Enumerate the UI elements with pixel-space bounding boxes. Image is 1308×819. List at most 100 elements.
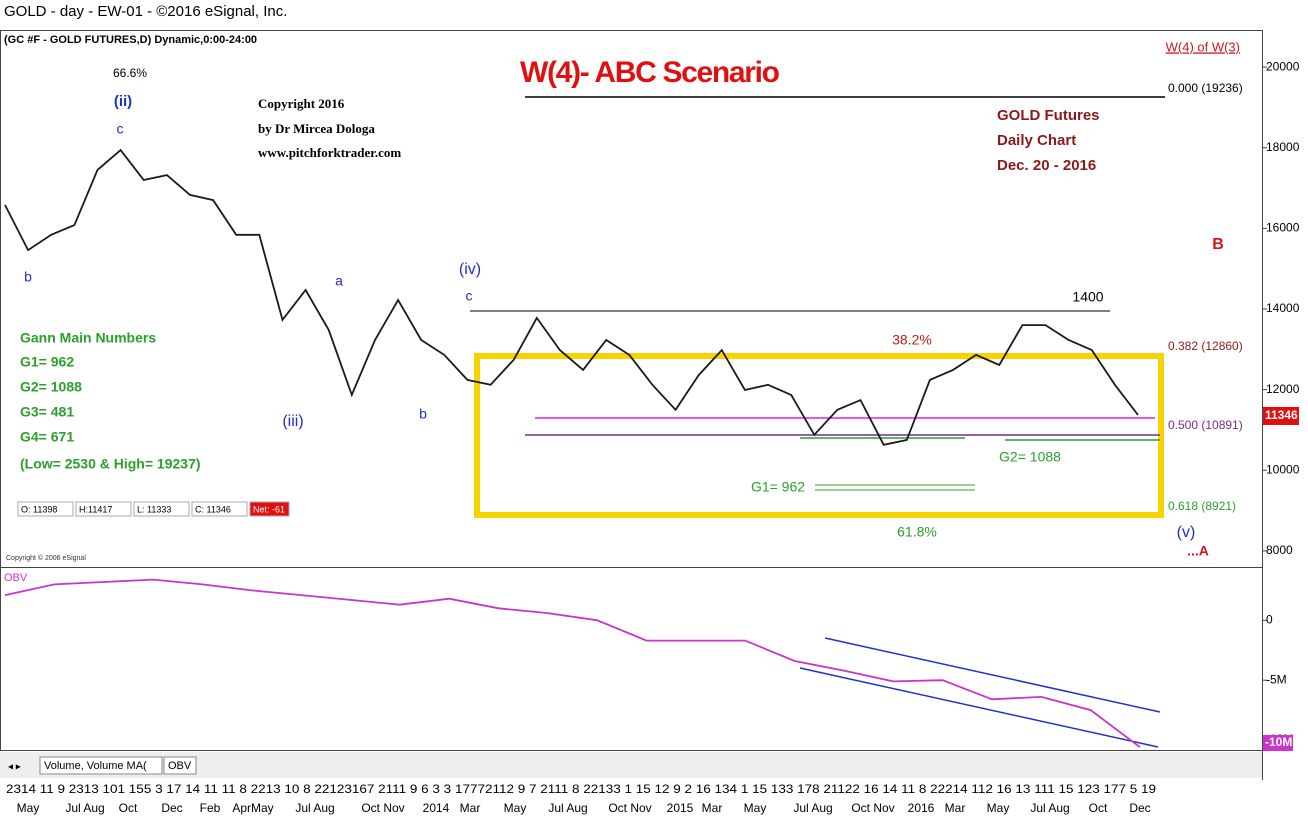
annotation: Daily Chart	[997, 132, 1076, 149]
x-tick-label: Oct Nov	[361, 801, 404, 815]
x-tick-label: Oct Nov	[608, 801, 651, 815]
y-tick-label: 20000	[1266, 59, 1300, 73]
x-tick-label: Oct	[1089, 801, 1108, 815]
x-tick-label: May	[744, 801, 767, 815]
y-tick-label: 8000	[1266, 543, 1293, 557]
panel-tab[interactable]	[39, 756, 163, 775]
x-tick-label: Jul Aug	[65, 801, 104, 815]
annotation: c	[117, 121, 124, 137]
x-tick-label: 2014	[423, 801, 450, 815]
ohlc-cell	[249, 501, 290, 517]
annotation: 66.6%	[113, 66, 147, 80]
x-tick-label: May	[17, 801, 40, 815]
annotation: Copyright © 2006 eSignal	[6, 554, 86, 562]
ohlc-value: H:11417	[79, 504, 112, 514]
panel-tab-label[interactable]: OBV	[168, 760, 192, 772]
ohlc-value: O: 11398	[21, 504, 57, 514]
ohlc-value: C: 11346	[195, 504, 231, 514]
annotation: W(4) of W(3)	[1166, 39, 1240, 54]
last-value-label: -10M	[1265, 735, 1292, 749]
x-tick-label: AprMay	[232, 801, 273, 815]
annotation: 38.2%	[892, 332, 932, 348]
annotation: G2= 1088	[999, 449, 1061, 465]
annotation: b	[24, 269, 32, 285]
annotation: Dec. 20 - 2016	[997, 157, 1096, 174]
x-tick-label: May	[504, 801, 527, 815]
annotation: (ii)	[114, 93, 132, 110]
annotation: www.pitchforktrader.com	[258, 145, 401, 160]
annotation: G1= 962	[751, 479, 805, 495]
header: GOLD - day - EW-01 - ©2016 eSignal, Inc.	[4, 3, 287, 20]
y-tick-label: 10000	[1266, 462, 1300, 476]
annotation: Gann Main Numbers	[20, 330, 156, 346]
x-tick-label: Mar	[702, 801, 723, 815]
channel-line	[799, 667, 1159, 748]
x-tick-label: Feb	[200, 801, 221, 815]
y-tick-label: 16000	[1266, 221, 1300, 235]
last-value-box	[1263, 735, 1293, 751]
chart-heading: W(4)- ABC Scenario	[520, 56, 780, 89]
annotation: (iv)	[459, 261, 481, 278]
y-tick-label: 12000	[1266, 382, 1300, 396]
chart-title: (GC #F - GOLD FUTURES,D) Dynamic,0:00-24…	[4, 34, 257, 46]
annotation: 1400	[1072, 289, 1103, 305]
annotation: G4= 671	[20, 429, 74, 445]
annotation: G3= 481	[20, 404, 74, 420]
annotation: GOLD Futures	[997, 107, 1100, 124]
annotation: Copyright 2016	[258, 96, 345, 111]
annotation: a	[335, 273, 343, 289]
panel-title: OBV	[4, 572, 28, 584]
x-tick-label: Oct Nov	[851, 801, 894, 815]
x-tick-label: Jul Aug	[1030, 801, 1069, 815]
x-tick-label: Oct	[119, 801, 138, 815]
series-line	[4, 578, 1141, 748]
panel-tab-label[interactable]: Volume, Volume MA(	[44, 760, 147, 772]
x-tick-label: Mar	[945, 801, 966, 815]
ohlc-value: L: 11333	[137, 504, 171, 514]
annotation: 0.000 (19236)	[1168, 81, 1243, 95]
annotation: (Low= 2530 & High= 19237)	[20, 456, 201, 472]
annotation: ...A	[1187, 543, 1209, 559]
x-tick-label: Dec	[161, 801, 182, 815]
annotation: 0.500 (10891)	[1168, 418, 1243, 432]
annotation: (iii)	[282, 413, 303, 430]
channel-line	[824, 637, 1161, 713]
y-tick-label: 14000	[1266, 301, 1300, 315]
panel-tab[interactable]	[163, 756, 197, 775]
annotation: B	[1212, 236, 1224, 253]
series-line	[4, 148, 1139, 446]
annotation: 0.618 (8921)	[1168, 499, 1236, 513]
x-tick-label: 2015	[667, 801, 694, 815]
annotation: 61.8%	[897, 524, 937, 540]
y-tick-label: 0	[1266, 612, 1273, 626]
annotation: by Dr Mircea Dologa	[258, 121, 375, 136]
tab-bar	[0, 752, 1262, 778]
scroll-arrows[interactable]: ◂ ▸	[8, 762, 21, 773]
target-box	[474, 353, 1164, 518]
annotation: c	[466, 288, 473, 304]
x-tick-label: 2016	[908, 801, 935, 815]
annotation: G1= 962	[20, 354, 74, 370]
x-tick-label: May	[987, 801, 1010, 815]
ohlc-value: Net: -61	[253, 504, 285, 514]
x-tick-label: Jul Aug	[793, 801, 832, 815]
annotation: 0.382 (12860)	[1168, 339, 1243, 353]
last-value-label: 11346	[1265, 408, 1298, 422]
x-tick-label: Dec	[1129, 801, 1150, 815]
x-tick-label: Mar	[460, 801, 481, 815]
y-tick-label: 18000	[1266, 140, 1300, 154]
annotation: G2= 1088	[20, 379, 82, 395]
last-value-box	[1263, 406, 1299, 425]
x-tick-label: Jul Aug	[548, 801, 587, 815]
x-axis-days: 2314 11 9 2313 101 155 3 17 14 11 11 8 2…	[6, 782, 1156, 796]
ohlc-cell	[191, 501, 248, 517]
annotation: b	[419, 406, 427, 422]
ohlc-cell	[75, 501, 132, 517]
x-tick-label: Jul Aug	[295, 801, 334, 815]
annotation: (v)	[1177, 524, 1196, 541]
ohlc-cell	[17, 501, 74, 517]
ohlc-cell	[133, 501, 190, 517]
y-tick-label: -5M	[1266, 672, 1287, 686]
